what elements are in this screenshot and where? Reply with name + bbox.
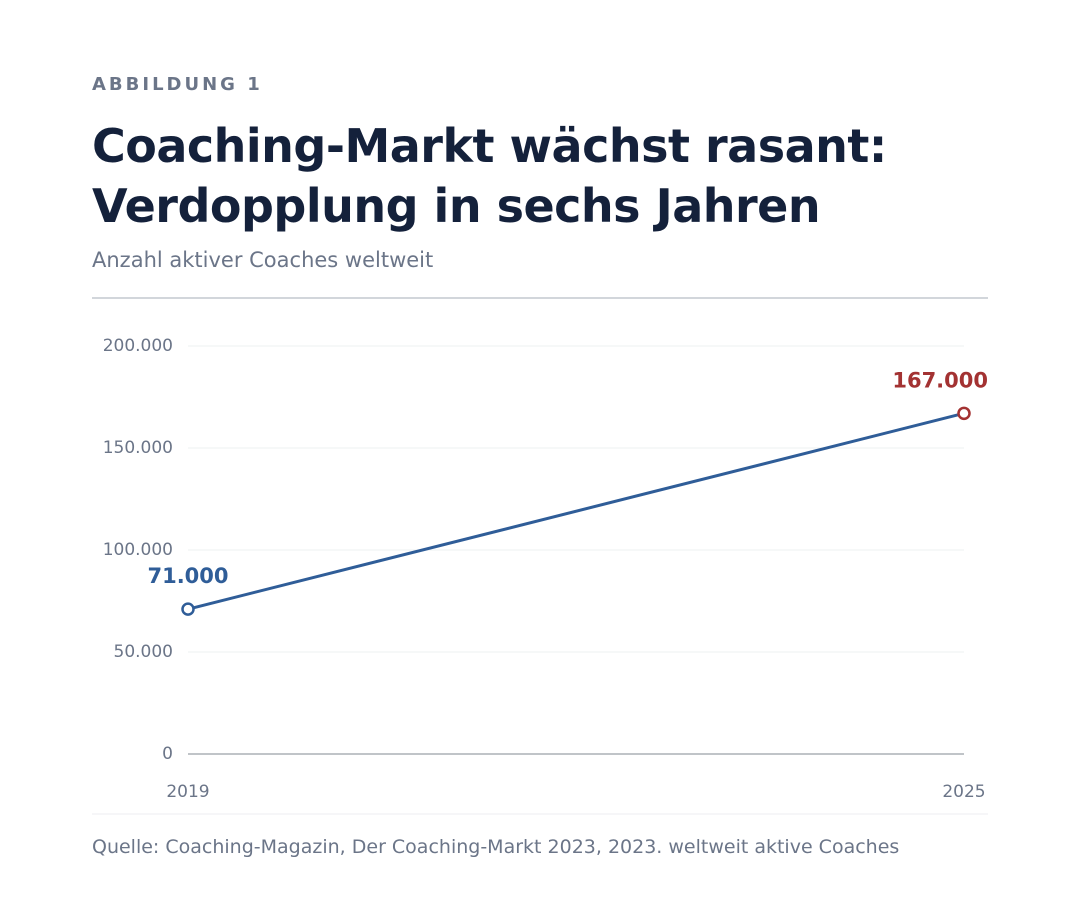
x-tick-label: 2025 — [942, 782, 985, 802]
point-marker — [181, 602, 195, 616]
y-tick-label: 0 — [162, 744, 173, 764]
point-marker — [957, 406, 971, 421]
data-label: 167.000 — [892, 368, 988, 392]
x-tick-label: 2019 — [166, 782, 209, 802]
line — [187, 411, 965, 611]
y-tick-label: 100.000 — [103, 540, 173, 560]
chart-subtitle: Anzahl aktiver Coaches weltweit — [92, 248, 434, 272]
data-label: 71.000 — [147, 564, 228, 588]
chart-title: Coaching-Markt wächst rasant: Verdopplun… — [92, 119, 887, 233]
y-tick-label: 50.000 — [114, 642, 173, 662]
kicker: ABBILDUNG 1 — [92, 74, 263, 95]
y-tick-label: 200.000 — [103, 336, 173, 356]
y-tick-label: 150.000 — [103, 438, 173, 458]
source-note: Quelle: Coaching-Magazin, Der Coaching-M… — [92, 836, 900, 858]
